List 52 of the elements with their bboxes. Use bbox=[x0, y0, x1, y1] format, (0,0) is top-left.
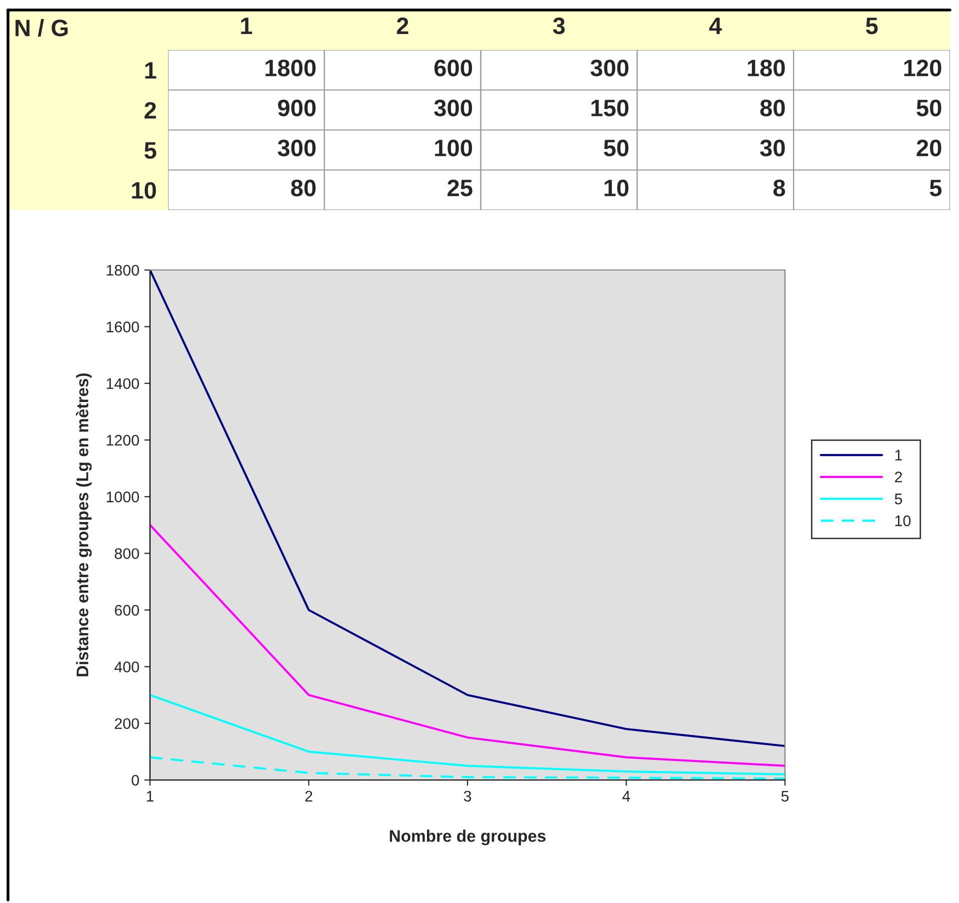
data-label: 180 bbox=[748, 60, 785, 76]
y-tick-label: 1200 bbox=[106, 434, 139, 446]
y-tick-label: 1 bbox=[145, 62, 156, 79]
y-tick-label: 1400 bbox=[106, 378, 139, 390]
data-label: 30 bbox=[760, 140, 785, 156]
y-tick-label: 0 bbox=[132, 774, 139, 786]
y-tick-label: 10 bbox=[132, 182, 156, 199]
x-tick-label: 4 bbox=[622, 790, 630, 802]
y-tick-label: 200 bbox=[114, 718, 139, 730]
x-tick-label: 3 bbox=[552, 18, 565, 34]
line-series bbox=[150, 694, 785, 776]
x-axis-title: Nombre de groupes bbox=[390, 830, 546, 846]
x-tick-label: 2 bbox=[305, 790, 312, 802]
y-tick-label: 400 bbox=[114, 662, 139, 672]
data-label: 10 bbox=[604, 180, 628, 196]
y-tick-label: 600 bbox=[114, 604, 139, 616]
data-label: 8 bbox=[773, 180, 786, 196]
x-tick-label: 5 bbox=[866, 18, 878, 34]
text: N / G bbox=[16, 18, 68, 37]
legend-label: 10 bbox=[895, 515, 911, 526]
legend-label: 5 bbox=[894, 494, 902, 504]
x-tick-label: 5 bbox=[781, 790, 789, 802]
x-tick-label: 2 bbox=[396, 18, 408, 34]
data-label: 900 bbox=[278, 100, 316, 116]
data-label: 80 bbox=[760, 100, 785, 116]
y-tick-label: 1000 bbox=[106, 492, 139, 502]
data-label: 25 bbox=[448, 180, 472, 196]
y-tick-label: 800 bbox=[114, 548, 139, 560]
data-label: 300 bbox=[434, 100, 472, 116]
data-label: 120 bbox=[904, 60, 942, 76]
legend-label: 1 bbox=[895, 450, 902, 460]
data-label: 50 bbox=[916, 100, 942, 116]
data-label: 5 bbox=[930, 180, 942, 196]
y-tick-label: 1800 bbox=[106, 264, 139, 276]
data-label: 300 bbox=[278, 140, 316, 156]
x-tick-label: 3 bbox=[464, 790, 472, 802]
y-tick-label: 1600 bbox=[106, 322, 139, 332]
data-label: 1800 bbox=[266, 60, 316, 76]
data-label: 600 bbox=[434, 60, 472, 76]
legend-label: 2 bbox=[894, 472, 902, 482]
data-label: 20 bbox=[916, 140, 942, 156]
data-label: 300 bbox=[590, 60, 628, 76]
x-tick-label: 1 bbox=[241, 18, 252, 34]
y-axis-title: Distance entre groupes (Lg en mètres) bbox=[76, 373, 92, 676]
data-label: 80 bbox=[291, 180, 316, 196]
data-label: 50 bbox=[604, 140, 628, 156]
y-tick-label: 5 bbox=[144, 142, 156, 159]
y-tick-label: 2 bbox=[144, 102, 156, 119]
data-label: 100 bbox=[435, 140, 472, 156]
data-label: 150 bbox=[591, 100, 628, 116]
x-tick-label: 4 bbox=[709, 18, 722, 34]
line-series bbox=[150, 524, 785, 767]
